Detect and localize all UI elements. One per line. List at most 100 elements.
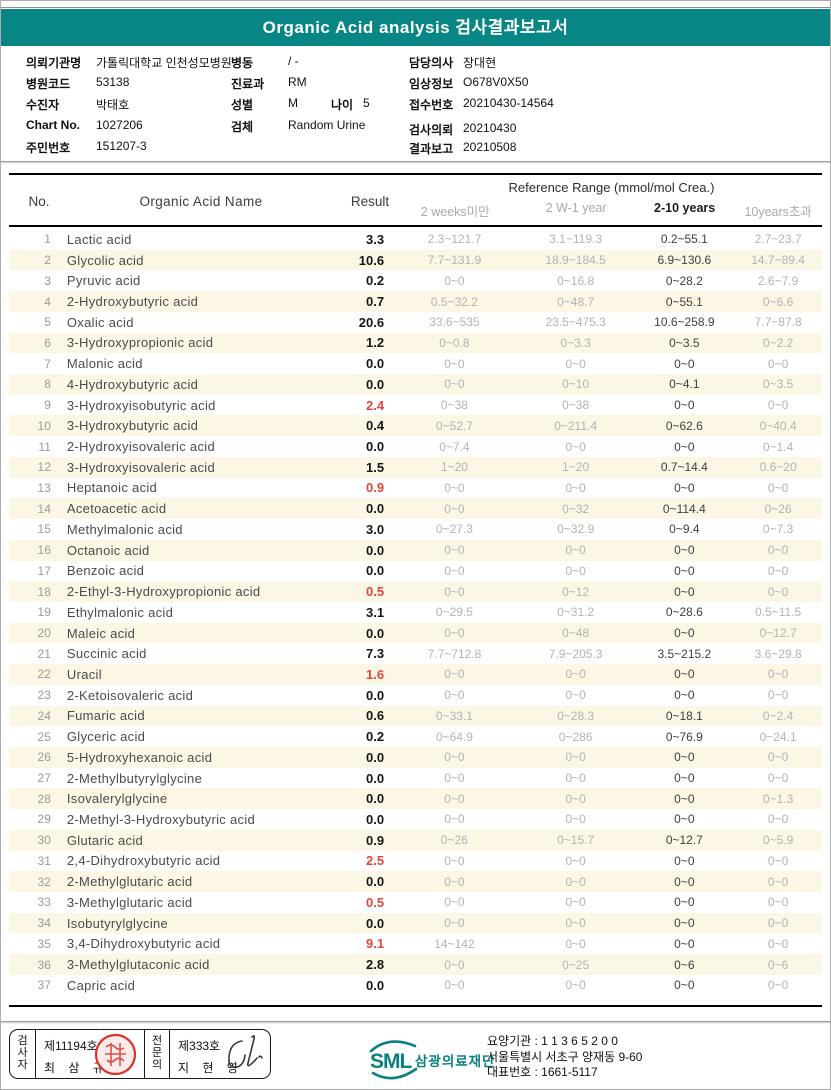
ref-range-over10y: 0~0	[767, 895, 789, 910]
ref-range-over10y: 0~2.2	[762, 335, 794, 350]
result-value: 7.3	[366, 646, 385, 662]
ref-range-over10y: 0~0	[767, 874, 789, 889]
result-value: 0.5	[366, 894, 385, 910]
ref-range-over10y: 2.6~7.9	[757, 273, 799, 288]
ref-range-2weeks: 0~0	[444, 563, 465, 578]
result-value: 2.8	[366, 957, 385, 973]
ref-range-2w-1y: 0~25	[562, 957, 590, 972]
ref-range-2-10y: 0.2~55.1	[660, 232, 708, 247]
ref-range-2w-1y: 0~0	[565, 563, 586, 578]
row-number: 8	[44, 377, 51, 392]
row-number: 14	[37, 501, 51, 516]
ref-range-2weeks: 0~0	[444, 543, 465, 558]
ref-range-2w-1y: 0~0	[565, 750, 586, 765]
report-title: Organic Acid analysis 검사결과보고서	[1, 9, 830, 46]
ref-range-2w-1y: 0~0	[565, 874, 586, 889]
acid-name: Acetoacetic acid	[66, 501, 167, 517]
row-number: 20	[37, 626, 51, 641]
acid-name: Succinic acid	[66, 646, 147, 662]
acid-name: 4-Hydroxybutyric acid	[66, 376, 199, 392]
ref-range-2weeks: 0~0	[444, 791, 465, 806]
ref-range-2w-1y: 0~15.7	[557, 833, 595, 848]
ref-range-2w-1y: 0~0	[565, 895, 586, 910]
ref-range-over10y: 0~6.6	[762, 294, 794, 309]
ref-range-2w-1y: 0~16.8	[557, 273, 595, 288]
ref-range-2weeks: 0~0.8	[439, 335, 470, 350]
acid-name: 3-Hydroxyisobutyric acid	[66, 397, 216, 413]
ref-range-over10y: 3.6~29.8	[754, 646, 802, 661]
row-number: 2	[44, 253, 51, 268]
info-value: Random Urine	[288, 118, 366, 132]
info-value: 가톨릭대학교 인천성모병원	[96, 56, 232, 70]
table-row: 19 Ethylmalonic acid 3.1 0~29.5 0~31.2 0…	[9, 602, 822, 623]
info-label: 의뢰기관명	[26, 56, 82, 70]
ref-range-2w-1y: 0~0	[565, 916, 586, 931]
table-row: 11 2-Hydroxyisovaleric acid 0.0 0~7.4 0~…	[9, 436, 822, 457]
table-row: 5 Oxalic acid 20.6 33.6~535 23.5~475.3 1…	[9, 312, 822, 333]
result-value: 0.0	[366, 356, 385, 372]
ref-range-over10y: 0~0	[767, 812, 789, 827]
ref-range-2-10y: 0~0	[674, 398, 695, 413]
row-number: 17	[37, 563, 51, 578]
column-header-name: Organic Acid Name	[139, 194, 263, 209]
row-number: 33	[37, 895, 51, 910]
acid-name: Fumaric acid	[66, 708, 145, 724]
top-strip	[1, 1, 830, 8]
table-row: 33 3-Methylglutaric acid 0.5 0~0 0~0 0~0…	[9, 892, 822, 913]
ref-range-2-10y: 0~0	[674, 626, 695, 641]
table-row: 6 3-Hydroxypropionic acid 1.2 0~0.8 0~3.…	[9, 332, 822, 354]
table-row: 20 Maleic acid 0.0 0~0 0~48 0~0 0~12.7	[9, 622, 822, 644]
ref-range-over10y: 0~0	[767, 916, 789, 931]
ref-range-over10y: 0~0	[767, 563, 789, 578]
ref-range-2-10y: 0~0	[674, 853, 695, 868]
result-value: 3.3	[366, 231, 385, 247]
ref-range-2-10y: 0~0	[674, 750, 695, 765]
info-value: 151207-3	[96, 139, 147, 153]
ref-range-2-10y: 0~0	[674, 791, 695, 806]
table-row: 17 Benzoic acid 0.0 0~0 0~0 0~0 0~0	[9, 561, 822, 582]
ref-range-over10y: 0~0	[767, 480, 789, 495]
ref-range-2w-1y: 0~0	[565, 771, 586, 786]
ref-range-2weeks: 0~26	[440, 833, 468, 848]
result-value: 0.9	[366, 480, 385, 496]
result-value: 2.4	[366, 397, 385, 413]
ref-range-2weeks: 0~7.4	[439, 439, 470, 454]
info-value: M	[288, 96, 298, 110]
ref-range-2weeks: 0~0	[444, 377, 465, 392]
info-value: 1027206	[96, 118, 143, 132]
acid-name: Isovalerylglycine	[66, 791, 168, 807]
column-header-reference-range: Reference Range (mmol/mol Crea.)	[508, 180, 715, 195]
table-row: 27 2-Methylbutyrylglycine 0.0 0~0 0~0 0~…	[9, 768, 822, 789]
ref-range-2-10y: 0~0	[674, 978, 695, 993]
acid-name: 2-Methylbutyrylglycine	[66, 770, 203, 786]
acid-name: 3-Methylglutaric acid	[66, 894, 193, 910]
table-row: 15 Methylmalonic acid 3.0 0~27.3 0~32.9 …	[9, 519, 822, 540]
acid-name: 2,4-Dihydroxybutyric acid	[66, 853, 221, 869]
row-number: 10	[37, 418, 51, 433]
acid-name: 3-Methylglutaconic acid	[66, 957, 210, 973]
result-value: 0.5	[366, 584, 385, 600]
ref-range-over10y: 0.6~20	[759, 460, 797, 475]
ref-range-2-10y: 0~3.5	[669, 335, 700, 350]
column-header-age-4: 10years초과	[744, 205, 812, 219]
result-value: 20.6	[358, 314, 385, 330]
ref-range-2weeks: 1~20	[440, 460, 468, 475]
ref-range-2weeks: 0~38	[440, 398, 468, 413]
ref-range-over10y: 0~26	[764, 501, 792, 516]
ref-range-2weeks: 0~0	[444, 874, 465, 889]
ref-range-2-10y: 0~6	[674, 957, 695, 972]
result-value: 1.6	[366, 666, 385, 682]
acid-name: Heptanoic acid	[66, 480, 158, 496]
patient-info-section: 의뢰기관명 가톨릭대학교 인천성모병원 병원코드 53138 수진자 박태호 C…	[1, 1, 830, 161]
ref-range-2w-1y: 0~0	[565, 936, 586, 951]
ref-range-2w-1y: 0~0	[565, 543, 586, 558]
row-number: 35	[37, 936, 51, 951]
result-value: 0.2	[366, 273, 385, 289]
result-value: 0.0	[366, 625, 385, 641]
acid-name: Isobutyrylglycine	[66, 915, 169, 931]
table-row: 4 2-Hydroxybutyric acid 0.7 0.5~32.2 0~4…	[9, 291, 822, 312]
sml-logo: SML	[369, 1040, 418, 1080]
row-number: 24	[37, 708, 51, 723]
acid-name: Pyruvic acid	[66, 273, 141, 289]
info-value: 53138	[96, 75, 130, 89]
